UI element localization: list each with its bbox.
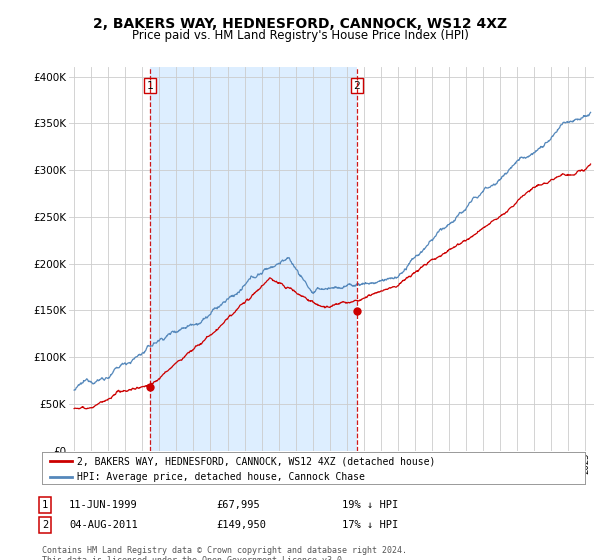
Text: Price paid vs. HM Land Registry's House Price Index (HPI): Price paid vs. HM Land Registry's House … — [131, 29, 469, 42]
Text: 2, BAKERS WAY, HEDNESFORD, CANNOCK, WS12 4XZ (detached house): 2, BAKERS WAY, HEDNESFORD, CANNOCK, WS12… — [77, 456, 436, 466]
Text: 04-AUG-2011: 04-AUG-2011 — [69, 520, 138, 530]
Text: £67,995: £67,995 — [216, 500, 260, 510]
Text: 2: 2 — [42, 520, 48, 530]
Text: HPI: Average price, detached house, Cannock Chase: HPI: Average price, detached house, Cann… — [77, 472, 365, 482]
Bar — [150, 67, 357, 451]
Text: 1: 1 — [146, 81, 153, 91]
Text: 19% ↓ HPI: 19% ↓ HPI — [342, 500, 398, 510]
Text: 1: 1 — [42, 500, 48, 510]
Text: 2, BAKERS WAY, HEDNESFORD, CANNOCK, WS12 4XZ: 2, BAKERS WAY, HEDNESFORD, CANNOCK, WS12… — [93, 17, 507, 31]
Text: £149,950: £149,950 — [216, 520, 266, 530]
Text: 17% ↓ HPI: 17% ↓ HPI — [342, 520, 398, 530]
Text: Contains HM Land Registry data © Crown copyright and database right 2024.
This d: Contains HM Land Registry data © Crown c… — [42, 546, 407, 560]
Text: 11-JUN-1999: 11-JUN-1999 — [69, 500, 138, 510]
Text: 2: 2 — [353, 81, 360, 91]
